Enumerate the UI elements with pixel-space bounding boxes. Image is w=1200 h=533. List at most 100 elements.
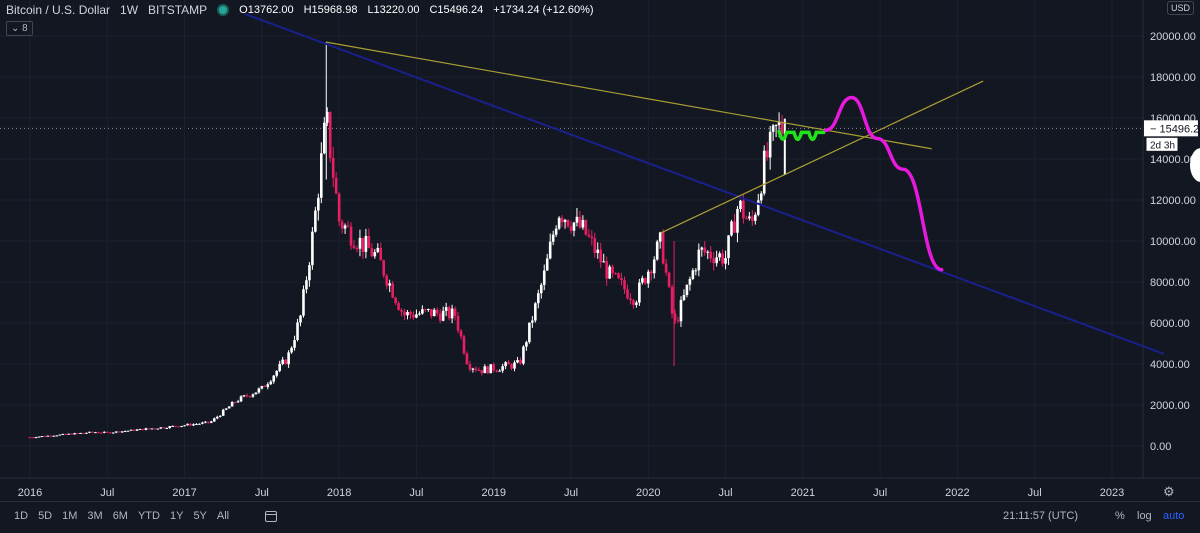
candle-body: [456, 316, 460, 331]
candle-body: [724, 258, 727, 264]
time-axis[interactable]: 2016 Jul 2017 Jul 2018 Jul 2019 Jul 2020 Jul 2021 J…: [0, 477, 1200, 499]
candle-body: [492, 364, 496, 371]
candle-body: [593, 238, 597, 254]
candle-body: [141, 428, 145, 431]
candle-body: [429, 308, 433, 317]
candle-body: [242, 395, 246, 397]
candle-body: [302, 289, 305, 316]
candle-body: [391, 283, 394, 298]
candle-body: [272, 375, 276, 382]
candle-body: [745, 218, 748, 220]
candle-body: [317, 197, 320, 211]
timeframe-5y[interactable]: 5Y: [193, 510, 207, 522]
indicators-count: 8: [22, 23, 28, 34]
symbol-header: Bitcoin / U.S. Dollar 1W BITSTAMP O13762…: [6, 3, 594, 17]
candle-body: [314, 210, 317, 232]
candle-body: [762, 150, 766, 194]
candle-body: [673, 313, 677, 321]
candle-body: [590, 236, 594, 239]
auto-scale-button[interactable]: auto: [1163, 510, 1185, 522]
percent-scale-button[interactable]: %: [1115, 510, 1125, 522]
candle-body: [218, 415, 222, 417]
timeframe-3m[interactable]: 3M: [87, 510, 103, 522]
candle-body: [400, 309, 403, 312]
timeframe-5d[interactable]: 5D: [38, 510, 53, 522]
candle-body: [542, 270, 546, 285]
candle-body: [670, 286, 674, 314]
candle-body: [296, 322, 299, 340]
candle-body: [322, 122, 326, 154]
candle-body: [551, 234, 555, 242]
candle-body: [135, 429, 139, 431]
candle-body: [418, 313, 421, 315]
candle-body: [614, 273, 617, 275]
interval-label[interactable]: 1W: [120, 3, 139, 17]
indicators-toggle[interactable]: ⌄ 8: [6, 21, 33, 36]
candle-body: [450, 308, 454, 319]
candle-body: [438, 313, 442, 321]
candle-body: [233, 402, 237, 404]
candle-body: [688, 278, 692, 285]
candle-body: [195, 423, 198, 425]
candle-body: [432, 309, 436, 317]
timeframe-1m[interactable]: 1M: [62, 510, 78, 522]
open-value: O13762.00: [239, 4, 294, 16]
clock-label[interactable]: 21:11:57 (UTC): [1003, 510, 1078, 522]
candle-body: [171, 425, 174, 427]
candle-body: [34, 437, 38, 439]
candle-body: [103, 431, 106, 433]
price-axis[interactable]: 20000.0018000.0016000.0014000.0012000.00…: [1142, 0, 1200, 478]
timeframe-1y[interactable]: 1Y: [169, 510, 184, 522]
candle-body: [361, 237, 365, 252]
candle-body: [679, 299, 683, 322]
candle-body: [123, 431, 127, 433]
candle-body: [132, 429, 136, 431]
candle-body: [539, 284, 543, 294]
candle-body: [652, 259, 656, 274]
timeframe-all[interactable]: All: [216, 510, 230, 522]
candle-body: [608, 266, 611, 279]
candle-body: [661, 232, 665, 264]
calendar-icon[interactable]: [265, 511, 277, 522]
time-tick-label: 2017: [172, 487, 196, 499]
candle-body: [510, 364, 513, 369]
candle-body: [180, 425, 183, 427]
candle-body: [266, 384, 270, 387]
candle-body: [85, 432, 88, 434]
price-tick-label: 4000.00: [1150, 359, 1190, 371]
candle-body: [774, 125, 778, 127]
candle-body: [254, 392, 258, 395]
candle-body: [596, 249, 600, 254]
candle-body: [516, 360, 519, 363]
candle-body: [355, 248, 359, 250]
symbol-name[interactable]: Bitcoin / U.S. Dollar: [6, 3, 111, 17]
candle-body: [385, 275, 389, 286]
candle-body: [560, 217, 564, 223]
candle-body: [697, 249, 701, 271]
price-tick-label: 14000.00: [1150, 154, 1196, 166]
price-tick-label: 20000.00: [1150, 31, 1196, 43]
candle-body: [358, 237, 362, 249]
candle-body: [337, 193, 341, 222]
candle-body: [641, 278, 644, 283]
candle-body: [685, 284, 689, 295]
candle-body: [623, 280, 626, 290]
candle-body: [162, 427, 166, 429]
timeframe-1d[interactable]: 1D: [14, 510, 29, 522]
candle-body: [212, 418, 216, 422]
currency-button[interactable]: USD: [1166, 1, 1194, 15]
gear-icon[interactable]: ⚙: [1163, 484, 1175, 499]
candle-body: [364, 235, 368, 252]
candle-body: [58, 434, 62, 436]
candle-body: [207, 421, 210, 423]
high-value: H15968.98: [303, 4, 358, 16]
floating-widget[interactable]: [1190, 148, 1200, 182]
timeframe-6m[interactable]: 6M: [112, 510, 128, 522]
candle-body: [703, 247, 707, 253]
log-scale-button[interactable]: log: [1137, 510, 1152, 522]
candle-body: [712, 258, 715, 264]
timeframe-ytd[interactable]: YTD: [137, 510, 160, 522]
candle-body: [421, 309, 424, 314]
candle-body: [444, 307, 448, 311]
